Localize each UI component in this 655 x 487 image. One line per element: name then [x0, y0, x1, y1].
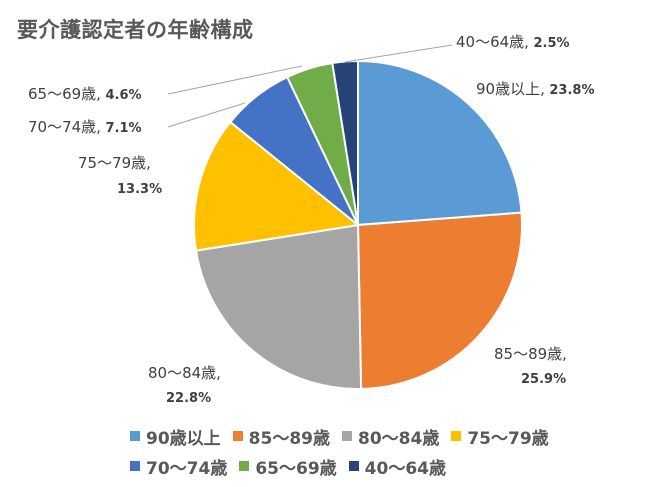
legend-swatch — [348, 461, 359, 471]
data-label: 40～64歳, 2.5% — [456, 33, 570, 51]
data-label: 70～74歳, 7.1% — [28, 118, 142, 136]
data-label-category: 40～64歳, — [456, 33, 529, 51]
data-label-category: 70～74歳, — [28, 118, 101, 136]
legend-swatch — [342, 431, 352, 441]
legend-label: 90歳以上 — [146, 428, 221, 449]
data-label-value: 2.5% — [529, 36, 570, 51]
data-label-value: 23.8% — [545, 83, 595, 98]
legend-label: 75～79歳 — [467, 428, 549, 449]
legend: 90歳以上 85～89歳 80～84歳 75～79歳 70～74歳 65～69歳… — [130, 421, 650, 481]
legend-item: 90歳以上 — [130, 424, 221, 449]
data-label-value: 7.1% — [101, 121, 142, 136]
legend-label: 40～64歳 — [364, 458, 446, 479]
data-label: 85～89歳, — [494, 345, 567, 363]
pie-slice-3 — [194, 223, 363, 390]
legend-row-2: 70～74歳 65～69歳 40～64歳 — [130, 451, 650, 481]
legend-row-1: 90歳以上 85～89歳 80～84歳 75～79歳 — [130, 421, 650, 451]
legend-swatch — [451, 431, 462, 441]
data-label-category: 85～89歳, — [494, 345, 567, 363]
leader-line — [167, 65, 303, 95]
chart-title: 要介護認定者の年齢構成 — [17, 18, 254, 42]
pie-slice-4 — [193, 120, 361, 252]
legend-item: 80～84歳 — [342, 424, 439, 449]
data-label: 75～79歳, — [78, 154, 151, 172]
pie-slice-1 — [357, 59, 523, 227]
legend-label: 70～74歳 — [146, 458, 228, 479]
legend-label: 80～84歳 — [358, 428, 440, 449]
legend-swatch — [130, 461, 140, 471]
legend-swatch — [232, 431, 243, 441]
legend-item: 40～64歳 — [348, 454, 446, 479]
legend-label: 65～69歳 — [255, 458, 337, 479]
data-label-category: 75～79歳, — [78, 154, 151, 172]
data-label: 80～84歳, — [148, 364, 221, 382]
leader-line — [167, 102, 246, 128]
legend-item: 75～79歳 — [451, 424, 549, 449]
data-label-value: 25.9% — [521, 372, 566, 387]
leader-line — [344, 44, 453, 63]
legend-item: 65～69歳 — [239, 454, 337, 479]
legend-item: 70～74歳 — [130, 454, 227, 479]
legend-swatch — [239, 461, 250, 471]
pie-slice-2 — [356, 211, 523, 390]
data-label: 90歳以上, 23.8% — [476, 80, 595, 98]
data-label-category: 65～69歳, — [28, 85, 101, 103]
legend-item: 85～89歳 — [232, 424, 330, 449]
legend-label: 85～89歳 — [248, 428, 330, 449]
data-label-value: 13.3% — [117, 182, 162, 197]
legend-swatch — [130, 431, 140, 441]
data-label-category: 80～84歳, — [148, 364, 221, 382]
data-label-category: 90歳以上, — [476, 80, 545, 98]
data-label: 65～69歳, 4.6% — [28, 85, 142, 103]
data-label-value: 4.6% — [101, 88, 142, 103]
data-label-value: 22.8% — [166, 391, 211, 406]
